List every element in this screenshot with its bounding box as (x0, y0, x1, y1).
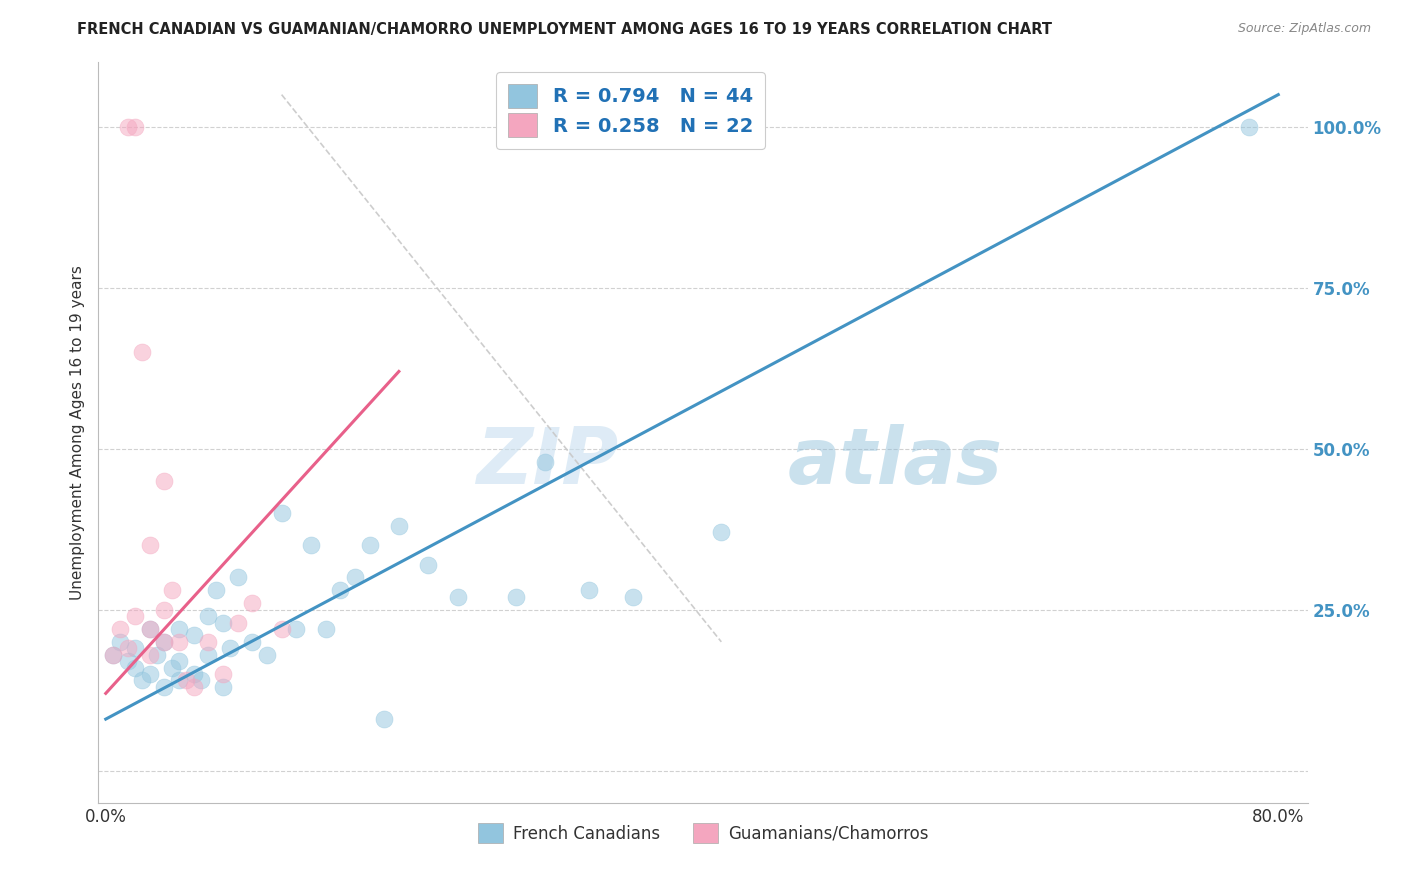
Point (212, 615, 235, 630)
Point (578, 583, 600, 598)
Point (167, 673, 190, 688)
Point (131, 345, 153, 359)
Point (117, 120, 139, 134)
Point (176, 673, 198, 688)
Point (124, 660, 146, 674)
Text: Source: ZipAtlas.com: Source: ZipAtlas.com (1237, 22, 1371, 36)
Point (124, 120, 146, 134)
Point (183, 680, 205, 694)
Point (418, 558, 440, 572)
Point (153, 635, 176, 649)
Point (167, 654, 190, 668)
Point (534, 454, 557, 468)
Point (124, 641, 146, 656)
Point (138, 622, 160, 636)
Point (710, 525, 733, 540)
Point (204, 583, 226, 598)
Point (315, 622, 337, 636)
Point (299, 538, 322, 552)
Point (446, 590, 468, 604)
Point (138, 538, 160, 552)
Point (153, 680, 176, 694)
Point (146, 648, 169, 662)
Point (240, 596, 263, 610)
Point (110, 635, 132, 649)
Legend: French Canadians, Guamanians/Chamorros: French Canadians, Guamanians/Chamorros (471, 816, 935, 850)
Point (285, 622, 308, 636)
Point (359, 538, 381, 552)
Point (256, 648, 278, 662)
Point (212, 667, 235, 681)
Point (183, 667, 205, 681)
Point (219, 641, 242, 656)
Point (197, 648, 219, 662)
Text: atlas: atlas (787, 425, 1002, 500)
Point (197, 609, 219, 624)
Point (373, 712, 395, 726)
Point (101, 648, 124, 662)
Point (167, 622, 190, 636)
Text: FRENCH CANADIAN VS GUAMANIAN/CHAMORRO UNEMPLOYMENT AMONG AGES 16 TO 19 YEARS COR: FRENCH CANADIAN VS GUAMANIAN/CHAMORRO UN… (77, 22, 1052, 37)
Point (212, 680, 235, 694)
Point (153, 602, 176, 616)
Point (329, 583, 352, 598)
Point (160, 660, 183, 674)
Point (343, 570, 366, 584)
Y-axis label: Unemployment Among Ages 16 to 19 years: Unemployment Among Ages 16 to 19 years (69, 265, 84, 600)
Point (110, 622, 132, 636)
Point (505, 590, 527, 604)
Point (197, 635, 219, 649)
Point (117, 641, 139, 656)
Point (138, 622, 160, 636)
Point (621, 590, 644, 604)
Point (270, 622, 292, 636)
Point (131, 673, 153, 688)
Point (117, 654, 139, 668)
Point (190, 673, 212, 688)
Point (226, 570, 249, 584)
Point (167, 635, 190, 649)
Point (153, 474, 176, 488)
Point (124, 609, 146, 624)
Point (226, 615, 249, 630)
Point (160, 583, 183, 598)
Point (388, 519, 411, 533)
Point (1237, 120, 1260, 134)
Point (183, 628, 205, 642)
Point (153, 635, 176, 649)
Point (138, 667, 160, 681)
Point (101, 648, 124, 662)
Point (240, 635, 263, 649)
Point (138, 648, 160, 662)
Text: ZIP: ZIP (477, 425, 619, 500)
Point (270, 506, 292, 520)
